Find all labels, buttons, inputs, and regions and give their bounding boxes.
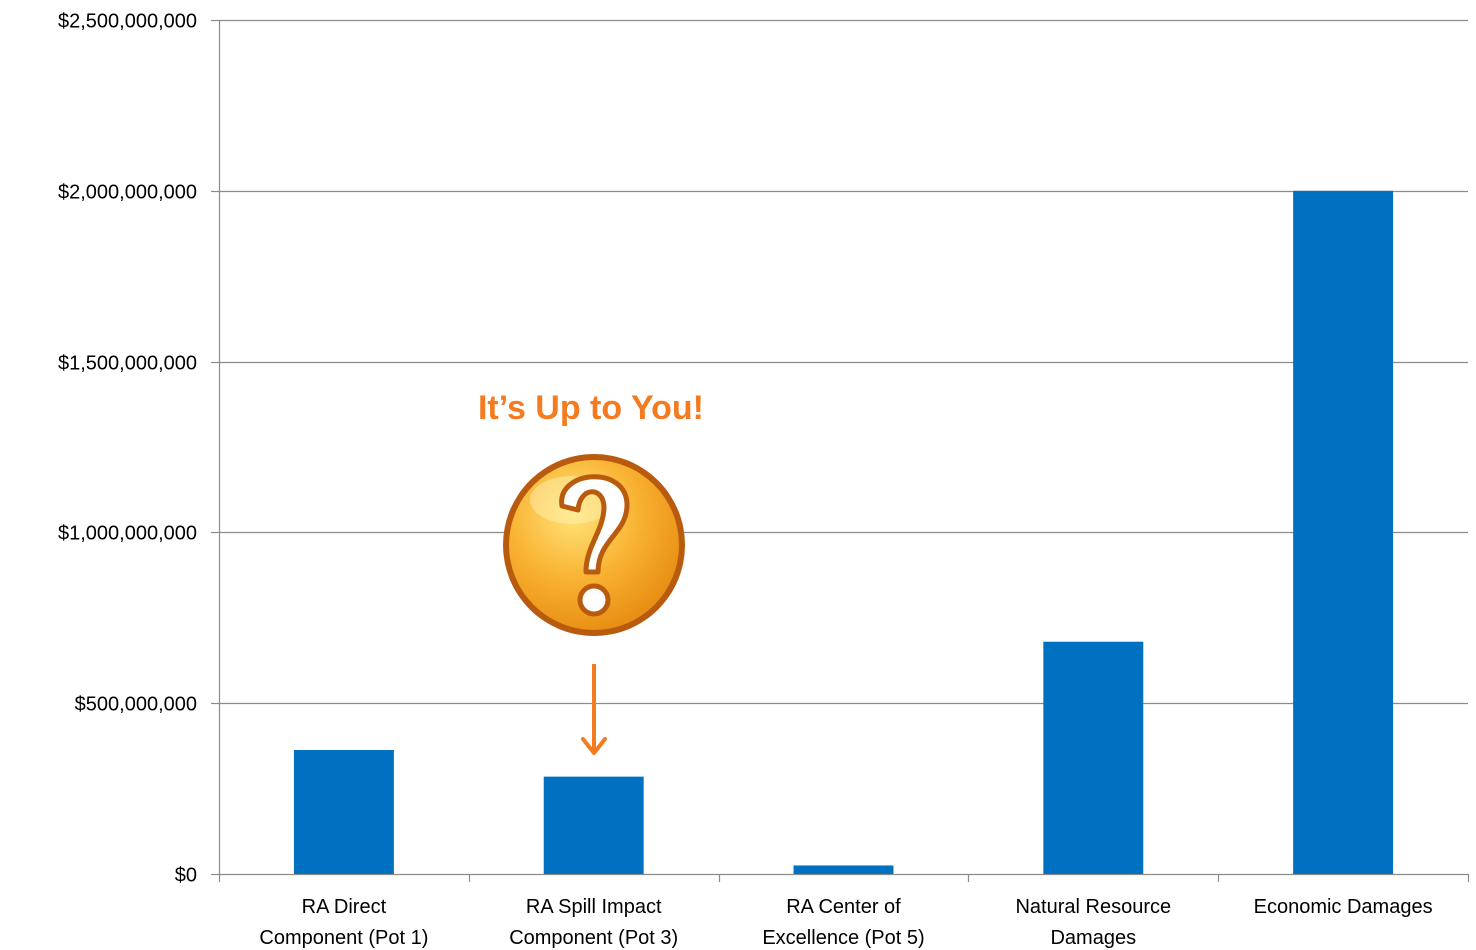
category-label: RA Spill Impact Component (Pot 3)	[509, 896, 678, 949]
axes	[211, 19, 1470, 882]
bar	[293, 749, 394, 874]
bar	[793, 865, 894, 874]
category-label: RA Center of Excellence (Pot 5)	[762, 896, 924, 949]
callout-text: It’s Up to You!	[478, 389, 704, 427]
y-tick-label: $0	[175, 865, 197, 887]
question-mark-icon	[503, 454, 685, 636]
callout-arrow	[581, 664, 607, 755]
y-tick-label: $500,000,000	[75, 694, 197, 716]
bars	[293, 190, 1394, 875]
category-label: RA Direct Component (Pot 1)	[259, 896, 428, 949]
category-label: Economic Damages	[1254, 896, 1433, 918]
y-tick-labels: $0 $500,000,000 $1,000,000,000 $1,500,000,0…	[58, 11, 197, 887]
y-tick-label: $2,500,000,000	[58, 11, 197, 33]
gridlines	[219, 19, 1468, 705]
bar	[1043, 641, 1144, 874]
category-labels: RA Direct Component (Pot 1) RA Spill Impac…	[259, 896, 1432, 949]
category-label: Natural Resource Damages	[1015, 896, 1171, 949]
callout-annotation: It’s Up to You!	[478, 389, 704, 755]
y-tick-label: $1,000,000,000	[58, 523, 197, 545]
y-tick-label: $1,500,000,000	[58, 353, 197, 375]
bar	[543, 776, 644, 874]
bar	[1293, 190, 1394, 875]
y-tick-label: $2,000,000,000	[58, 182, 197, 204]
